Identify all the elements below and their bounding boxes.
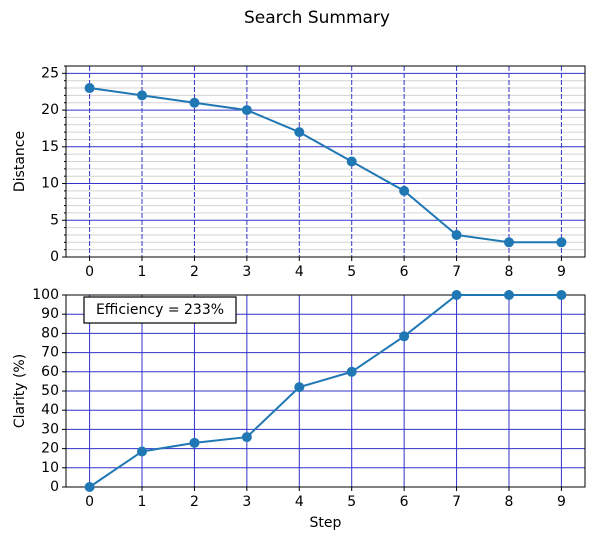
y-tick-label: 25 xyxy=(41,65,59,81)
x-tick-label: 5 xyxy=(347,494,356,510)
y-tick-label: 0 xyxy=(50,249,59,265)
data-point xyxy=(399,331,410,342)
x-tick-label: 7 xyxy=(452,494,461,510)
axes-frame xyxy=(65,65,586,258)
data-point xyxy=(84,482,95,492)
x-tick-label: 8 xyxy=(505,494,514,510)
data-point xyxy=(189,437,200,448)
x-axis-label: Step xyxy=(310,515,342,531)
data-point xyxy=(294,382,305,393)
y-tick-label: 10 xyxy=(41,176,59,192)
series-line xyxy=(89,87,562,244)
y-tick-label: 0 xyxy=(50,479,59,495)
x-tick-label: 9 xyxy=(557,264,566,280)
y-tick-label: 50 xyxy=(41,383,59,399)
x-tick-label: 8 xyxy=(505,264,514,280)
x-tick-label: 5 xyxy=(347,264,356,280)
y-axis-label: Distance xyxy=(12,131,28,192)
x-tick-label: 9 xyxy=(557,494,566,510)
data-point xyxy=(399,185,410,196)
y-tick-label: 60 xyxy=(41,364,59,380)
data-point xyxy=(451,290,462,300)
y-tick-label: 100 xyxy=(32,287,59,303)
data-point xyxy=(241,432,252,443)
x-tick-label: 0 xyxy=(85,494,94,510)
y-tick-label: 10 xyxy=(41,460,59,476)
x-tick-label: 0 xyxy=(85,264,94,280)
data-point xyxy=(346,366,357,377)
data-point xyxy=(241,105,252,116)
y-tick-label: 30 xyxy=(41,421,59,437)
x-tick-label: 7 xyxy=(452,264,461,280)
y-tick-label: 70 xyxy=(41,345,59,361)
x-tick-label: 1 xyxy=(138,264,147,280)
annotation: Efficiency = 233% xyxy=(96,302,224,318)
data-point xyxy=(189,97,200,108)
data-point xyxy=(346,156,357,167)
data-point xyxy=(556,237,567,248)
y-tick-label: 20 xyxy=(41,441,59,457)
y-axis-label: Clarity (%) xyxy=(12,354,28,428)
x-tick-label: 1 xyxy=(138,494,147,510)
data-point xyxy=(137,446,148,457)
y-tick-label: 90 xyxy=(41,306,59,322)
data-point xyxy=(137,90,148,101)
data-point xyxy=(503,290,514,300)
y-tick-label: 15 xyxy=(41,139,59,155)
x-tick-label: 3 xyxy=(242,264,251,280)
data-point xyxy=(451,229,462,240)
y-tick-label: 80 xyxy=(41,325,59,341)
data-point xyxy=(556,290,567,300)
annotation-box xyxy=(83,296,237,324)
series-line xyxy=(89,294,562,488)
y-tick-label: 20 xyxy=(41,102,59,118)
x-tick-label: 2 xyxy=(190,494,199,510)
data-point xyxy=(503,237,514,248)
figure-title: Search Summary xyxy=(244,8,390,28)
x-tick-label: 3 xyxy=(242,494,251,510)
data-point xyxy=(84,83,95,94)
y-tick-label: 5 xyxy=(50,212,59,228)
x-tick-label: 6 xyxy=(400,264,409,280)
x-tick-label: 4 xyxy=(295,494,304,510)
x-tick-label: 2 xyxy=(190,264,199,280)
data-point xyxy=(294,127,305,138)
x-tick-label: 6 xyxy=(400,494,409,510)
axes-frame xyxy=(65,294,586,488)
x-tick-label: 4 xyxy=(295,264,304,280)
y-tick-label: 40 xyxy=(41,402,59,418)
